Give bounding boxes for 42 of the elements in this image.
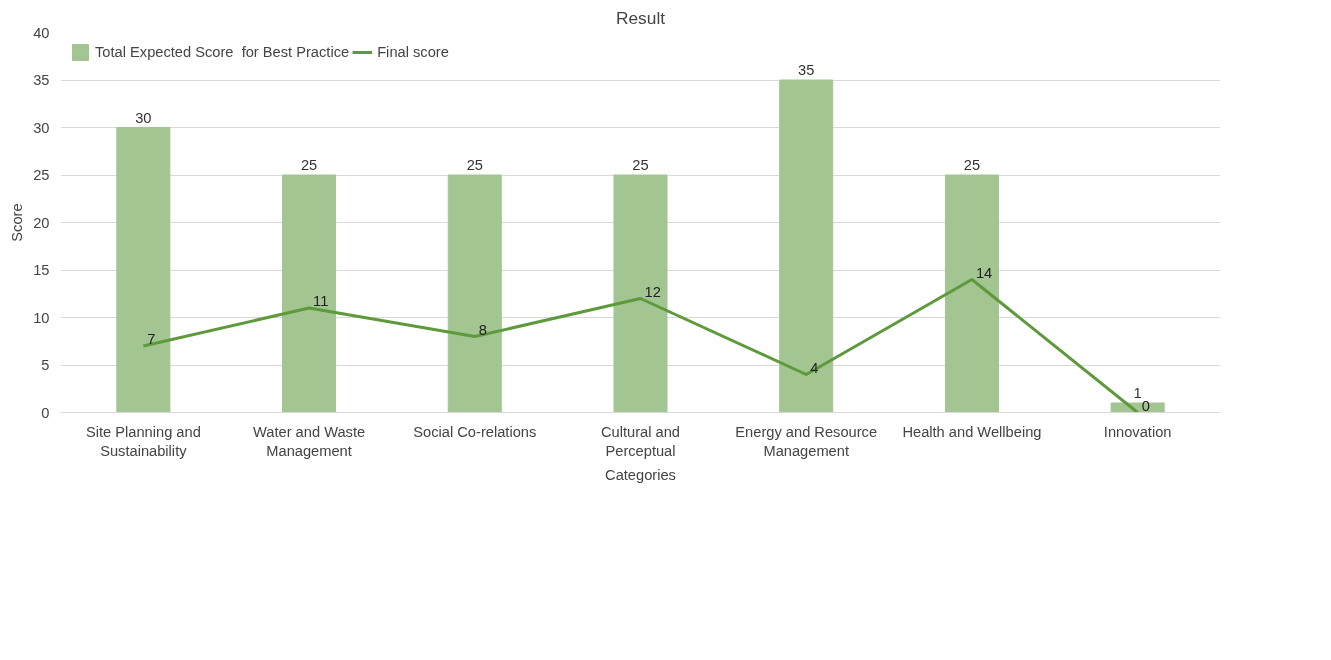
data-label: 1 bbox=[1133, 385, 1142, 401]
data-label: 12 bbox=[644, 283, 661, 300]
y-tick-label: 30 bbox=[33, 119, 50, 136]
data-label: 25 bbox=[963, 157, 981, 173]
data-label: 25 bbox=[300, 157, 318, 173]
x-tick-label: Energy and Resource Management bbox=[735, 423, 878, 459]
y-tick-label: 5 bbox=[41, 357, 50, 373]
y-tick-label: 20 bbox=[33, 214, 50, 231]
y-tick-label: 15 bbox=[33, 262, 50, 278]
data-label: 30 bbox=[135, 109, 152, 126]
x-axis-title: Categories bbox=[605, 466, 676, 483]
bar bbox=[282, 174, 337, 413]
data-label: 11 bbox=[313, 293, 329, 309]
bar bbox=[447, 174, 502, 413]
data-label: 7 bbox=[147, 331, 156, 347]
x-tick-label: Site Planning and Sustainability bbox=[85, 423, 201, 459]
x-tick-label: Health and Wellbeing bbox=[902, 423, 1042, 440]
data-label: 25 bbox=[632, 157, 649, 173]
y-tick-label: 10 bbox=[33, 309, 50, 326]
y-tick-label: 0 bbox=[41, 404, 50, 421]
data-label: 4 bbox=[810, 359, 819, 376]
chart-title: Result bbox=[615, 7, 666, 28]
y-tick-label: 40 bbox=[33, 24, 50, 41]
bar bbox=[779, 79, 834, 413]
data-label: 8 bbox=[478, 321, 487, 338]
x-tick-label: Social Co-relations bbox=[413, 423, 537, 440]
x-tick-label: Water and Waste Management bbox=[253, 423, 366, 459]
data-label: 35 bbox=[798, 62, 815, 78]
y-axis-title: Score bbox=[9, 203, 26, 242]
y-tick-label: 25 bbox=[33, 167, 50, 183]
legend-label: Total Expected Score for Best Practice bbox=[95, 44, 350, 60]
bar bbox=[944, 174, 999, 413]
bar bbox=[116, 127, 171, 413]
bar bbox=[613, 174, 668, 413]
x-tick-label: Innovation bbox=[1103, 423, 1172, 440]
x-tick-label: Cultural and Perceptual bbox=[600, 423, 681, 459]
y-tick-label: 35 bbox=[33, 72, 50, 88]
data-label: 0 bbox=[1141, 397, 1150, 414]
legend-label: Final score bbox=[377, 44, 449, 60]
line-series bbox=[141, 278, 1140, 413]
data-label: 14 bbox=[975, 264, 993, 281]
data-label: 25 bbox=[466, 157, 483, 173]
